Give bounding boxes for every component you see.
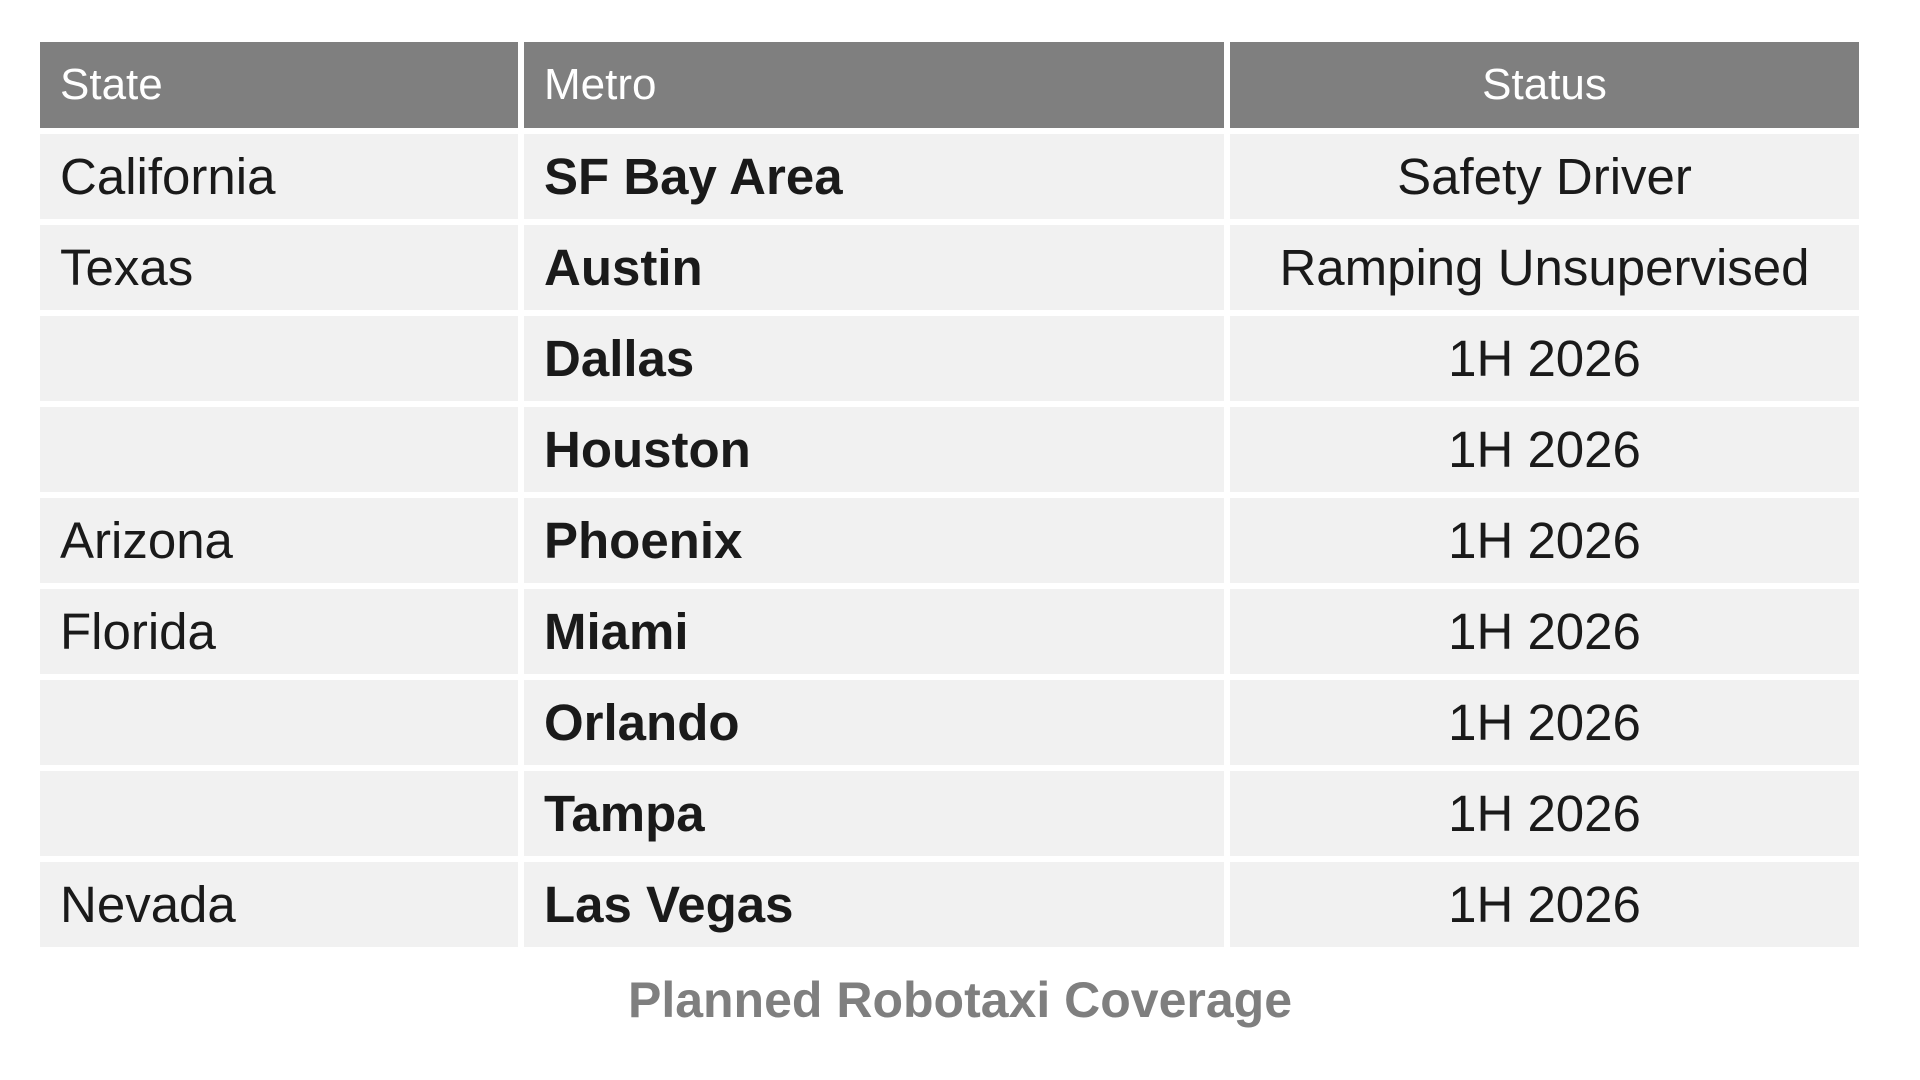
table-row: Dallas 1H 2026 <box>40 316 1859 407</box>
table-row: Houston 1H 2026 <box>40 407 1859 498</box>
status-cell: 1H 2026 <box>1230 771 1859 862</box>
metro-cell: Phoenix <box>524 498 1230 589</box>
table-caption: Planned Robotaxi Coverage <box>627 972 1293 1028</box>
state-cell: Arizona <box>40 498 524 589</box>
table-row: Tampa 1H 2026 <box>40 771 1859 862</box>
state-cell <box>40 680 524 771</box>
state-cell: Nevada <box>40 862 524 947</box>
status-cell: 1H 2026 <box>1230 680 1859 771</box>
table-row: Florida Miami 1H 2026 <box>40 589 1859 680</box>
metro-cell: SF Bay Area <box>524 134 1230 225</box>
metro-cell: Houston <box>524 407 1230 498</box>
status-cell: 1H 2026 <box>1230 316 1859 407</box>
state-cell <box>40 771 524 862</box>
column-header-state: State <box>40 42 524 134</box>
coverage-table: State Metro Status California SF Bay Are… <box>40 42 1859 947</box>
metro-cell: Orlando <box>524 680 1230 771</box>
table-row: Nevada Las Vegas 1H 2026 <box>40 862 1859 947</box>
column-header-status: Status <box>1230 42 1859 134</box>
status-cell: Safety Driver <box>1230 134 1859 225</box>
state-cell <box>40 316 524 407</box>
metro-cell: Tampa <box>524 771 1230 862</box>
state-cell <box>40 407 524 498</box>
state-cell: Texas <box>40 225 524 316</box>
status-cell: 1H 2026 <box>1230 498 1859 589</box>
state-cell: Florida <box>40 589 524 680</box>
column-header-metro: Metro <box>524 42 1230 134</box>
metro-cell: Las Vegas <box>524 862 1230 947</box>
status-cell: 1H 2026 <box>1230 407 1859 498</box>
status-cell: Ramping Unsupervised <box>1230 225 1859 316</box>
table-row: Texas Austin Ramping Unsupervised <box>40 225 1859 316</box>
status-cell: 1H 2026 <box>1230 589 1859 680</box>
metro-cell: Miami <box>524 589 1230 680</box>
status-cell: 1H 2026 <box>1230 862 1859 947</box>
table-row: Orlando 1H 2026 <box>40 680 1859 771</box>
table-row: Arizona Phoenix 1H 2026 <box>40 498 1859 589</box>
table-row: California SF Bay Area Safety Driver <box>40 134 1859 225</box>
header-row: State Metro Status <box>40 42 1859 134</box>
metro-cell: Dallas <box>524 316 1230 407</box>
metro-cell: Austin <box>524 225 1230 316</box>
state-cell: California <box>40 134 524 225</box>
